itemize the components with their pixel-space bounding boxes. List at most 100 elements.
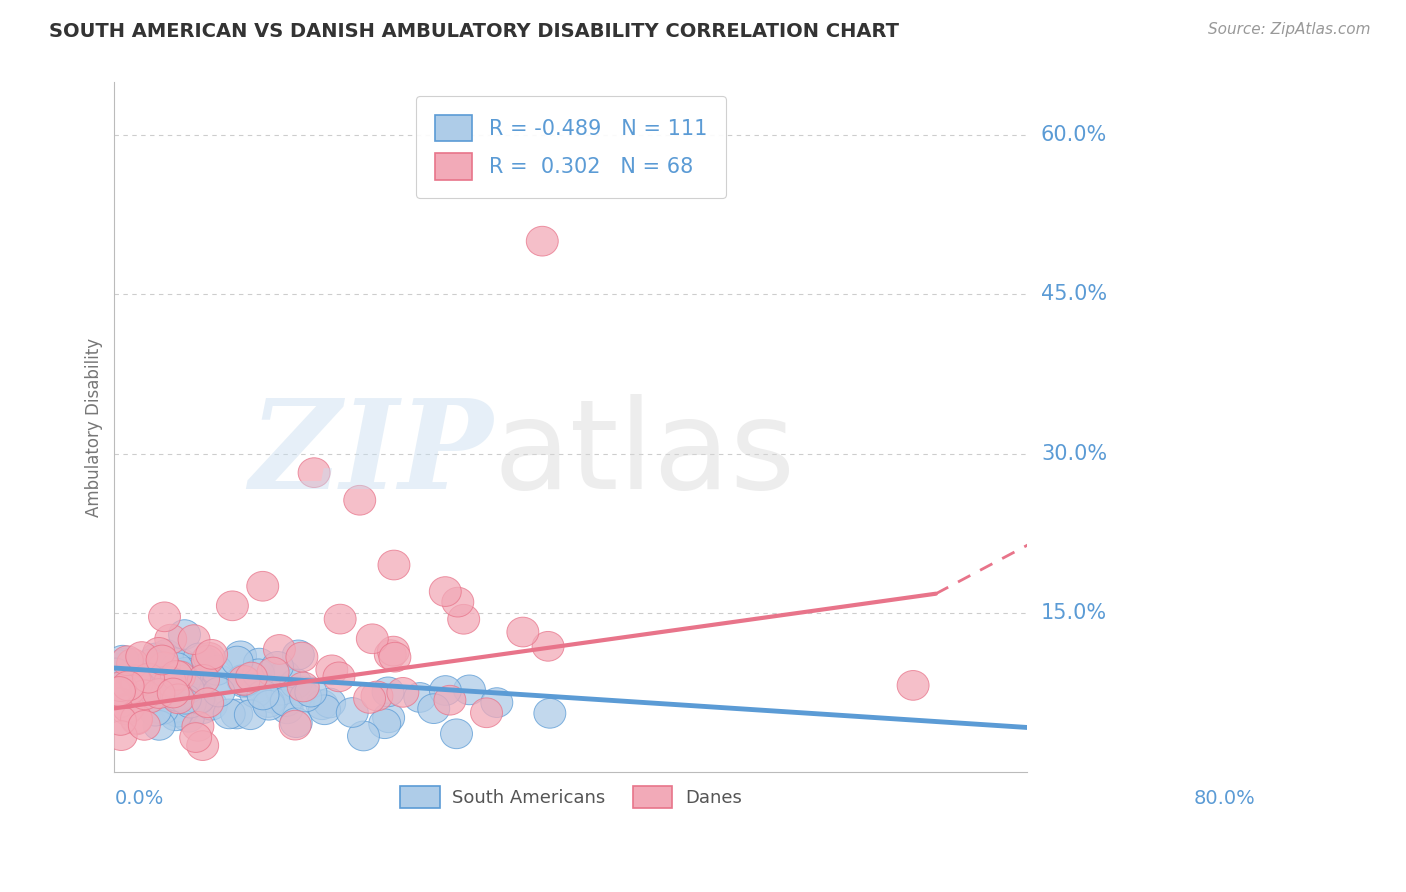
- Ellipse shape: [374, 640, 406, 670]
- Ellipse shape: [202, 665, 235, 695]
- Ellipse shape: [284, 676, 316, 706]
- Ellipse shape: [190, 648, 221, 677]
- Ellipse shape: [508, 617, 538, 647]
- Ellipse shape: [316, 655, 347, 685]
- Ellipse shape: [236, 662, 267, 692]
- Ellipse shape: [343, 485, 375, 515]
- Ellipse shape: [146, 645, 179, 675]
- Ellipse shape: [287, 672, 319, 702]
- Ellipse shape: [120, 658, 150, 689]
- Ellipse shape: [325, 604, 356, 634]
- Ellipse shape: [146, 695, 179, 724]
- Ellipse shape: [228, 668, 260, 698]
- Ellipse shape: [253, 690, 285, 720]
- Ellipse shape: [125, 670, 157, 699]
- Ellipse shape: [471, 698, 502, 728]
- Ellipse shape: [121, 672, 153, 702]
- Ellipse shape: [323, 662, 354, 691]
- Ellipse shape: [429, 675, 461, 706]
- Ellipse shape: [162, 684, 194, 714]
- Ellipse shape: [368, 709, 401, 739]
- Ellipse shape: [295, 677, 326, 707]
- Ellipse shape: [139, 697, 172, 726]
- Ellipse shape: [121, 704, 152, 734]
- Ellipse shape: [187, 694, 218, 723]
- Ellipse shape: [336, 698, 368, 727]
- Ellipse shape: [361, 681, 392, 711]
- Ellipse shape: [141, 657, 173, 686]
- Ellipse shape: [187, 665, 219, 694]
- Ellipse shape: [181, 712, 214, 741]
- Ellipse shape: [142, 648, 173, 678]
- Ellipse shape: [157, 678, 190, 708]
- Ellipse shape: [169, 620, 201, 649]
- Ellipse shape: [170, 665, 202, 696]
- Ellipse shape: [353, 683, 385, 714]
- Ellipse shape: [229, 666, 262, 697]
- Ellipse shape: [217, 591, 249, 621]
- Ellipse shape: [308, 695, 340, 724]
- Ellipse shape: [280, 707, 312, 738]
- Ellipse shape: [191, 645, 224, 675]
- Ellipse shape: [429, 577, 461, 607]
- Ellipse shape: [128, 661, 160, 691]
- Ellipse shape: [135, 684, 167, 714]
- Ellipse shape: [104, 660, 136, 690]
- Ellipse shape: [378, 642, 411, 672]
- Ellipse shape: [114, 662, 146, 692]
- Ellipse shape: [162, 698, 194, 727]
- Ellipse shape: [441, 587, 474, 617]
- Text: 60.0%: 60.0%: [1040, 125, 1107, 145]
- Ellipse shape: [150, 640, 183, 669]
- Legend: South Americans, Danes: South Americans, Danes: [392, 779, 749, 814]
- Ellipse shape: [159, 648, 191, 678]
- Ellipse shape: [112, 671, 143, 701]
- Ellipse shape: [114, 674, 146, 704]
- Ellipse shape: [373, 677, 404, 706]
- Ellipse shape: [247, 572, 278, 601]
- Ellipse shape: [280, 668, 312, 698]
- Text: 80.0%: 80.0%: [1194, 789, 1256, 808]
- Ellipse shape: [191, 688, 224, 718]
- Ellipse shape: [160, 681, 191, 711]
- Ellipse shape: [404, 682, 436, 713]
- Ellipse shape: [169, 665, 201, 695]
- Text: 0.0%: 0.0%: [114, 789, 163, 808]
- Ellipse shape: [100, 677, 132, 707]
- Ellipse shape: [160, 701, 191, 731]
- Ellipse shape: [239, 678, 271, 707]
- Ellipse shape: [454, 675, 485, 705]
- Ellipse shape: [166, 661, 198, 690]
- Ellipse shape: [183, 643, 215, 673]
- Ellipse shape: [201, 656, 233, 685]
- Ellipse shape: [285, 642, 318, 672]
- Text: 15.0%: 15.0%: [1040, 603, 1107, 623]
- Ellipse shape: [148, 679, 180, 709]
- Ellipse shape: [101, 654, 134, 683]
- Ellipse shape: [169, 657, 201, 688]
- Ellipse shape: [179, 624, 209, 655]
- Y-axis label: Ambulatory Disability: Ambulatory Disability: [86, 337, 103, 516]
- Ellipse shape: [107, 645, 139, 675]
- Ellipse shape: [100, 658, 132, 688]
- Ellipse shape: [111, 695, 142, 725]
- Ellipse shape: [269, 660, 301, 690]
- Ellipse shape: [534, 698, 565, 728]
- Ellipse shape: [110, 648, 142, 678]
- Ellipse shape: [134, 683, 166, 713]
- Ellipse shape: [143, 711, 176, 740]
- Ellipse shape: [149, 670, 181, 699]
- Ellipse shape: [100, 669, 132, 699]
- Ellipse shape: [132, 664, 165, 693]
- Ellipse shape: [183, 684, 215, 714]
- Ellipse shape: [107, 662, 139, 691]
- Ellipse shape: [257, 683, 288, 713]
- Ellipse shape: [176, 674, 207, 705]
- Ellipse shape: [257, 657, 290, 687]
- Ellipse shape: [148, 652, 180, 681]
- Ellipse shape: [167, 673, 200, 703]
- Ellipse shape: [160, 653, 193, 682]
- Ellipse shape: [193, 642, 225, 673]
- Text: atlas: atlas: [494, 394, 796, 515]
- Ellipse shape: [228, 665, 260, 696]
